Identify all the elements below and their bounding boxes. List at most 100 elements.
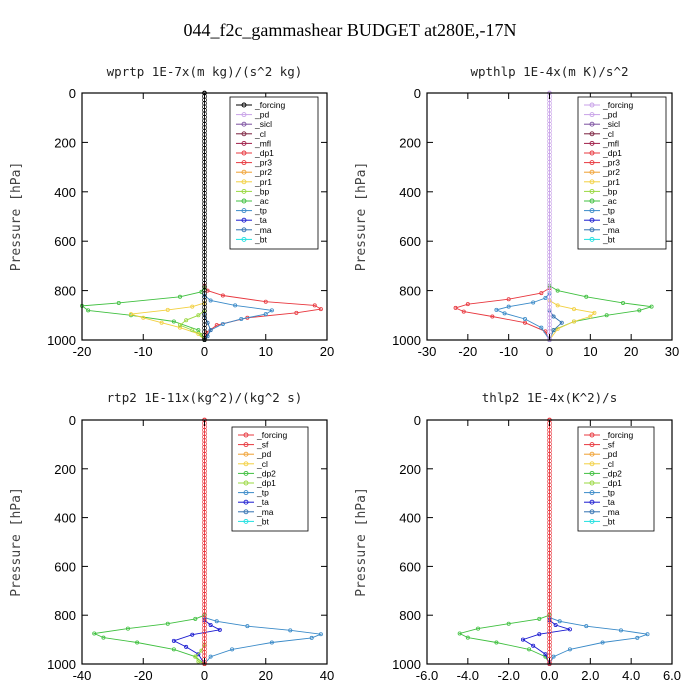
legend-label: _ta bbox=[254, 215, 267, 225]
zero-line-marker bbox=[547, 287, 552, 293]
zero-line-marker bbox=[547, 318, 552, 324]
zero-line-marker bbox=[202, 104, 207, 110]
legend-marker bbox=[241, 112, 247, 118]
legend-label: _dp2 bbox=[256, 468, 276, 478]
legend-label: _tp bbox=[254, 206, 267, 216]
zero-line-marker bbox=[202, 557, 207, 563]
zero-line-marker bbox=[202, 427, 207, 433]
zero-line-marker bbox=[202, 187, 207, 193]
legend-label: _pd bbox=[256, 449, 271, 459]
panel-title: wpthlp 1E-4x(m K)/s^2 bbox=[470, 64, 628, 79]
panel-4: thlp2 1E-4x(K^2)/s Pressure [hPa] -6.0 -4.0… bbox=[354, 390, 681, 683]
zero-line-marker bbox=[547, 277, 552, 283]
zero-line-marker bbox=[547, 173, 552, 179]
zero-line-marker bbox=[547, 431, 552, 437]
zero-line-marker bbox=[202, 458, 207, 464]
zero-line-marker bbox=[202, 201, 207, 207]
data-point-dp1 bbox=[196, 659, 201, 664]
zero-line-marker bbox=[202, 547, 207, 553]
zero-line-marker bbox=[202, 468, 207, 474]
data-point-dp2 bbox=[476, 626, 481, 631]
data-point-bp bbox=[177, 323, 182, 328]
legend-marker bbox=[243, 490, 249, 496]
zero-line-marker bbox=[202, 149, 207, 155]
data-point-dp1 bbox=[220, 293, 225, 298]
zero-line-marker bbox=[202, 451, 207, 457]
legend-marker bbox=[589, 188, 595, 194]
zero-line-marker bbox=[202, 197, 207, 203]
data-point-dp1 bbox=[263, 299, 268, 304]
zero-line-marker bbox=[202, 125, 207, 130]
legend-marker bbox=[241, 140, 247, 146]
zero-line-marker bbox=[202, 646, 207, 652]
zero-line-marker bbox=[202, 294, 207, 300]
legend-label: _pd bbox=[254, 110, 269, 120]
data-point-tp bbox=[494, 307, 499, 312]
zero-line-marker bbox=[547, 462, 552, 467]
zero-line-marker bbox=[547, 622, 552, 628]
data-point-dp2 bbox=[537, 616, 542, 621]
data-point-tp bbox=[618, 628, 623, 633]
zero-line-marker bbox=[202, 232, 207, 238]
zero-line-marker bbox=[547, 485, 552, 491]
legend-marker bbox=[241, 169, 247, 175]
legend-box bbox=[577, 96, 667, 250]
zero-line-marker bbox=[202, 284, 207, 289]
zero-line-marker bbox=[202, 159, 207, 165]
y-axis-label: Pressure [hPa] bbox=[354, 162, 369, 272]
zero-line-marker bbox=[202, 441, 207, 447]
x-tick-label: -40 bbox=[73, 668, 92, 683]
zero-line-marker bbox=[202, 253, 207, 258]
zero-line-marker bbox=[547, 496, 552, 501]
data-point-ac bbox=[584, 294, 589, 299]
zero-line-marker bbox=[547, 215, 552, 220]
y-tick-label: 400 bbox=[54, 185, 76, 200]
zero-line-marker bbox=[547, 329, 552, 334]
zero-line-marker bbox=[547, 530, 552, 536]
legend-marker bbox=[589, 499, 595, 505]
zero-line-marker bbox=[547, 561, 552, 566]
data-point-tp bbox=[557, 619, 562, 624]
zero-line-marker bbox=[202, 301, 207, 307]
zero-line-marker bbox=[547, 588, 552, 594]
zero-line-marker bbox=[202, 311, 207, 317]
legend-marker bbox=[241, 236, 247, 242]
data-point-tp bbox=[309, 635, 314, 640]
zero-line-marker bbox=[202, 139, 207, 144]
legend-label: _pr2 bbox=[254, 167, 272, 177]
legend-marker bbox=[589, 442, 595, 448]
y-axis-label: Pressure [hPa] bbox=[9, 487, 24, 597]
data-point-tp bbox=[531, 300, 536, 305]
legend-label: _ta bbox=[602, 497, 615, 507]
zero-line-marker bbox=[202, 308, 207, 314]
y-tick-label: 0 bbox=[414, 413, 421, 428]
x-tick-label: -30 bbox=[418, 344, 437, 359]
data-point-tp bbox=[269, 308, 274, 313]
data-point-tp bbox=[523, 317, 528, 322]
zero-line-marker bbox=[202, 540, 207, 546]
data-point-pr1 bbox=[128, 312, 133, 317]
zero-line-marker bbox=[547, 308, 552, 314]
legend-marker bbox=[589, 112, 595, 118]
legend: _forcing_pd_sicl_cl_mfl_dp1_pr3_pr2_pr1_… bbox=[229, 96, 319, 250]
data-point-tp bbox=[318, 632, 323, 637]
zero-line-marker bbox=[547, 242, 552, 248]
data-point-tp bbox=[214, 619, 219, 624]
zero-line-marker bbox=[202, 571, 207, 577]
legend-marker bbox=[589, 169, 595, 175]
zero-line-marker bbox=[202, 506, 207, 512]
series-dp1 bbox=[204, 285, 323, 341]
legend-marker bbox=[589, 451, 595, 457]
legend-label: _mfl bbox=[254, 138, 271, 148]
zero-line-marker bbox=[202, 472, 207, 478]
zero-line-marker bbox=[202, 145, 207, 151]
data-point-ma bbox=[551, 314, 556, 319]
zero-line-marker bbox=[202, 533, 207, 539]
data-point-dp2 bbox=[92, 631, 97, 636]
series-bp bbox=[179, 310, 205, 341]
zero-line-marker bbox=[202, 273, 207, 279]
zero-line-marker bbox=[547, 595, 552, 600]
data-point-ta bbox=[196, 652, 201, 657]
y-tick-label: 400 bbox=[54, 511, 76, 526]
panel-title: rtp2 1E-11x(kg^2)/(kg^2 s) bbox=[107, 390, 303, 405]
